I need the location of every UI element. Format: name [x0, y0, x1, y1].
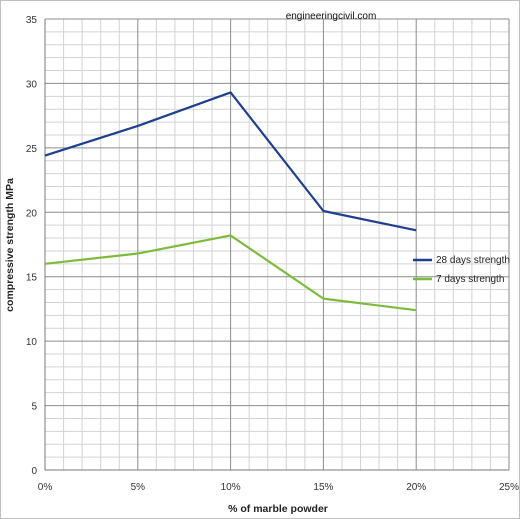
x-tick-label: 20%: [406, 482, 426, 493]
y-tick-label: 25: [26, 144, 38, 155]
y-tick-label: 15: [26, 273, 38, 284]
legend-label-7-days: 7 days strength: [436, 274, 504, 285]
y-tick-label: 30: [26, 79, 38, 90]
watermark-text: engineeringcivil.com: [286, 11, 377, 22]
y-tick-label: 10: [26, 337, 38, 348]
x-tick-label: 25%: [499, 482, 519, 493]
x-tick-label: 10%: [221, 482, 241, 493]
y-tick-label: 5: [31, 402, 37, 413]
series-layer: [44, 91, 417, 312]
legend: 28 days strength 7 days strength: [413, 255, 510, 285]
major-gridlines: [45, 18, 510, 470]
y-tick-label: 35: [26, 15, 38, 26]
y-tick-label: 0: [31, 466, 37, 477]
x-tick-label: 0%: [38, 482, 53, 493]
x-axis-label: % of marble powder: [228, 503, 328, 515]
x-tick-label: 15%: [313, 482, 333, 493]
series-line-7-days-strength: [44, 234, 417, 312]
axes: [44, 19, 509, 471]
legend-label-28-days: 28 days strength: [436, 255, 510, 266]
x-tick-label: 5%: [131, 482, 146, 493]
minor-gridlines: [45, 19, 509, 470]
y-axis-label: compressive strength MPa: [4, 178, 16, 312]
series-line-28-days-strength: [44, 91, 417, 232]
x-tick-labels: 0% 5% 10% 15% 20% 25%: [38, 482, 519, 493]
y-tick-labels: 0 5 10 15 20 25 30 35: [26, 15, 38, 477]
y-tick-label: 20: [26, 208, 38, 219]
